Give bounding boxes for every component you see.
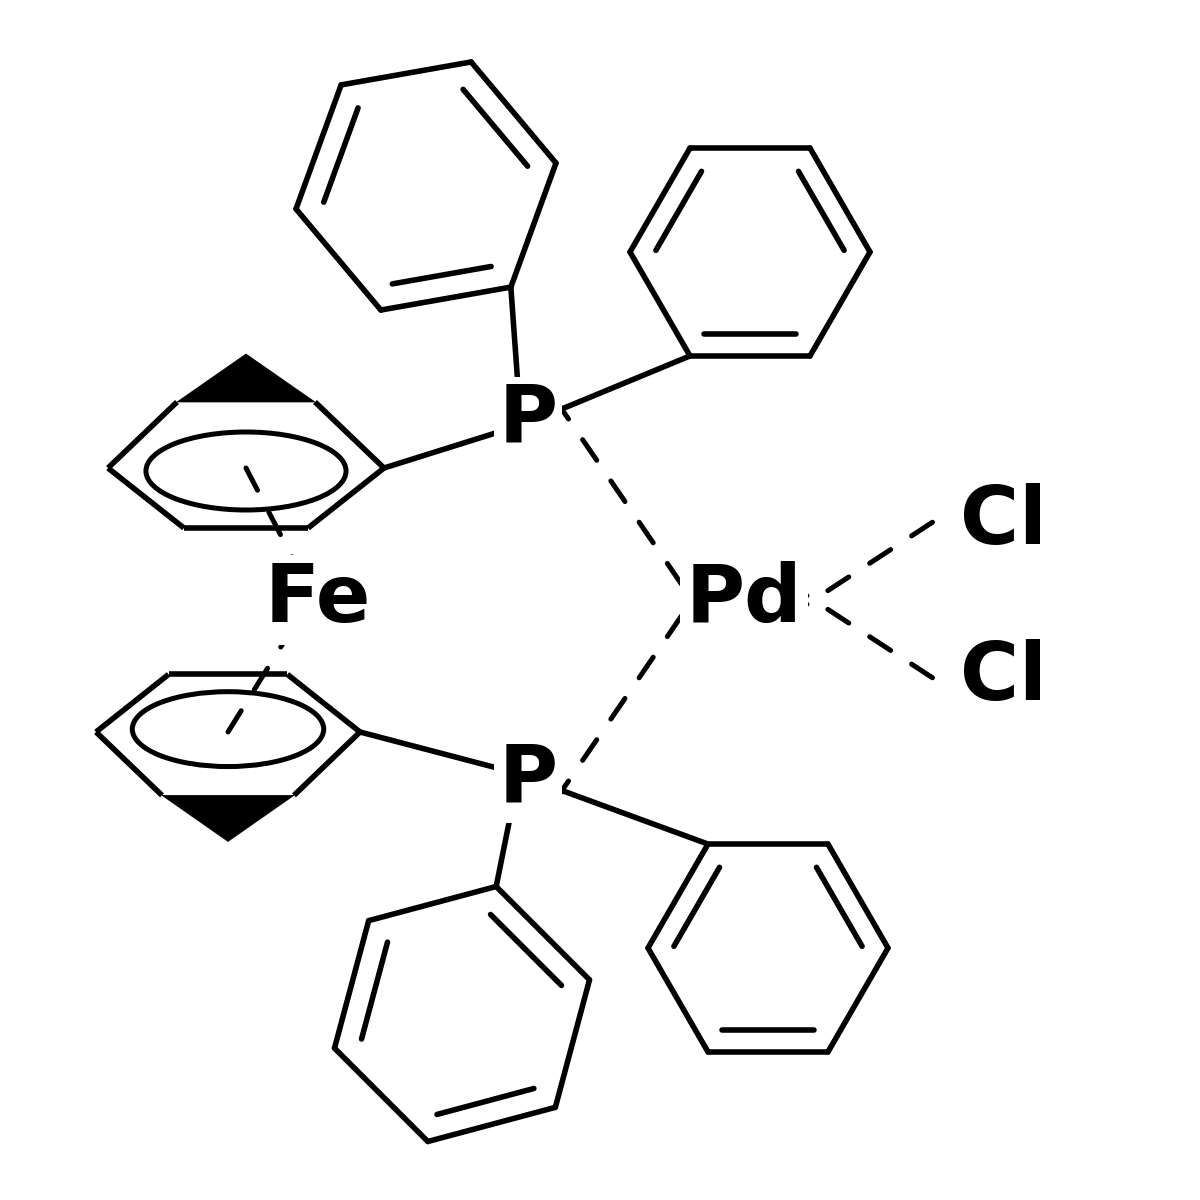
Text: Cl: Cl <box>960 484 1046 562</box>
Polygon shape <box>162 796 294 841</box>
Text: P: P <box>498 382 558 458</box>
Polygon shape <box>178 354 314 402</box>
Text: P: P <box>498 740 558 818</box>
Text: Cl: Cl <box>960 638 1046 716</box>
Text: Pd: Pd <box>685 560 803 638</box>
Text: Fe: Fe <box>265 560 371 638</box>
